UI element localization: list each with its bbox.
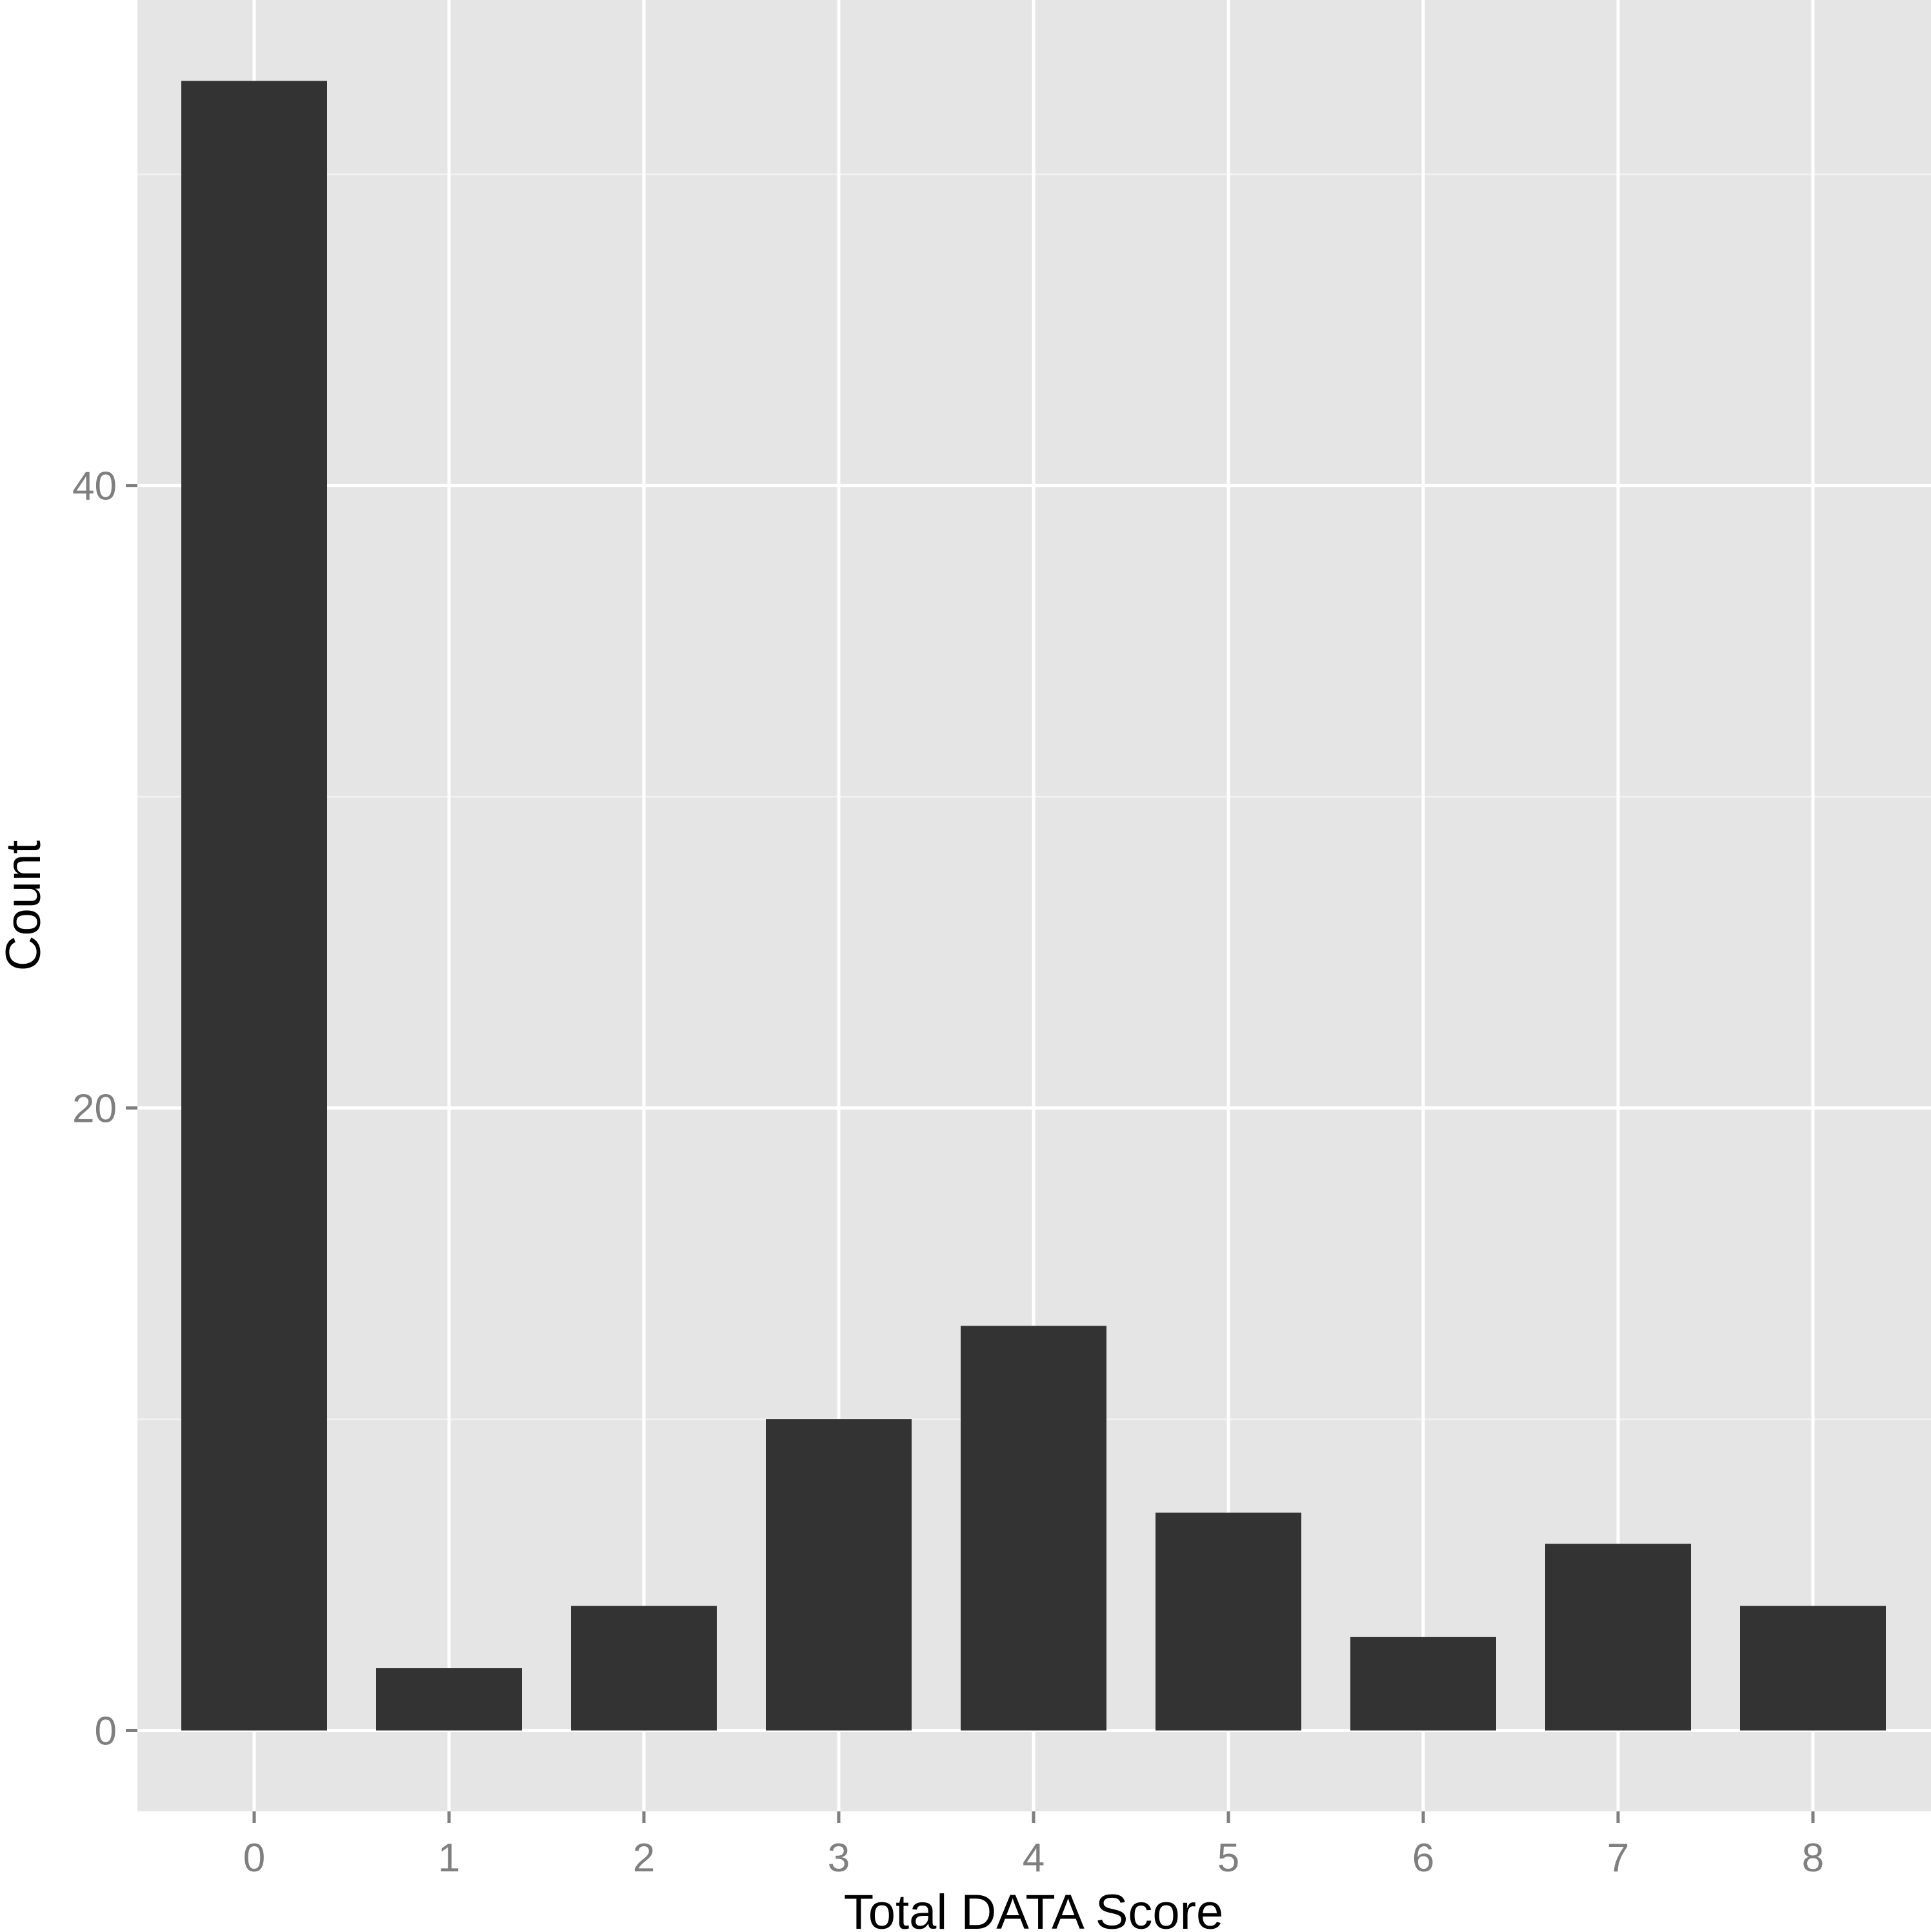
x-tick-label: 5: [1217, 1836, 1239, 1880]
y-axis-title: Count: [0, 841, 51, 971]
x-tick-label: 1: [438, 1836, 460, 1880]
bar-0: [181, 81, 327, 1731]
bar-5: [1156, 1512, 1301, 1731]
x-tick-label: 4: [1023, 1836, 1045, 1880]
bar-8: [1740, 1606, 1886, 1731]
bar-2: [571, 1606, 717, 1731]
bars: [181, 81, 1886, 1731]
y-tick-label: 0: [95, 1709, 117, 1754]
bar-3: [766, 1419, 912, 1731]
x-tick-label: 6: [1412, 1836, 1434, 1880]
x-tick-label: 3: [828, 1836, 850, 1880]
x-tick-label: 2: [633, 1836, 655, 1880]
bar-1: [376, 1668, 522, 1731]
x-tick-label: 0: [243, 1836, 265, 1880]
y-tick-label: 20: [72, 1087, 117, 1131]
bar-6: [1350, 1637, 1496, 1731]
x-tick-label: 7: [1607, 1836, 1629, 1880]
x-axis-ticks: 0 1 2 3 4 5 6 7 8: [243, 1811, 1824, 1880]
y-tick-label: 40: [72, 464, 117, 509]
bar-4: [961, 1326, 1106, 1731]
x-tick-label: 8: [1802, 1836, 1824, 1880]
y-axis-ticks: 0 20 40: [72, 464, 137, 1754]
x-axis-title: Total DATA Score: [844, 1885, 1224, 1932]
bar-7: [1545, 1544, 1691, 1731]
